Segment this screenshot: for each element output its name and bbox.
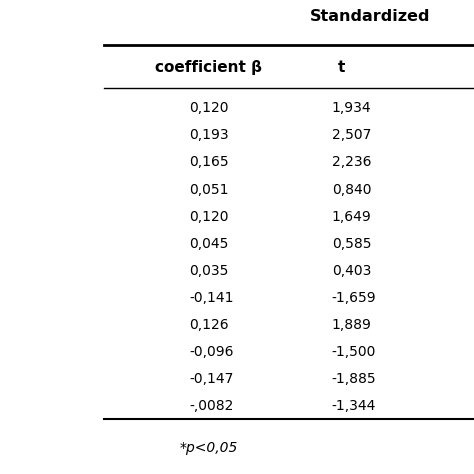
Text: coefficient β: coefficient β (155, 60, 262, 75)
Text: 2,507: 2,507 (332, 128, 371, 142)
Text: -1,500: -1,500 (332, 345, 376, 359)
Text: 0,165: 0,165 (190, 155, 229, 169)
Text: 1,934: 1,934 (332, 101, 372, 115)
Text: 0,193: 0,193 (190, 128, 229, 142)
Text: 0,403: 0,403 (332, 264, 371, 278)
Text: 0,035: 0,035 (190, 264, 229, 278)
Text: 0,120: 0,120 (190, 101, 229, 115)
Text: t: t (337, 60, 345, 75)
Text: -1,344: -1,344 (332, 399, 376, 413)
Text: -0,096: -0,096 (190, 345, 234, 359)
Text: 0,585: 0,585 (332, 237, 371, 251)
Text: 2,236: 2,236 (332, 155, 371, 169)
Text: -0,147: -0,147 (190, 372, 234, 386)
Text: 1,649: 1,649 (332, 210, 372, 224)
Text: 1,889: 1,889 (332, 318, 372, 332)
Text: 0,126: 0,126 (190, 318, 229, 332)
Text: -,0082: -,0082 (190, 399, 234, 413)
Text: -1,885: -1,885 (332, 372, 376, 386)
Text: -0,141: -0,141 (190, 291, 234, 305)
Text: 0,051: 0,051 (190, 182, 229, 197)
Text: 0,045: 0,045 (190, 237, 229, 251)
Text: *p<0,05: *p<0,05 (179, 441, 238, 455)
Text: 0,840: 0,840 (332, 182, 371, 197)
Text: Standardized: Standardized (310, 9, 430, 24)
Text: -1,659: -1,659 (332, 291, 376, 305)
Text: 0,120: 0,120 (190, 210, 229, 224)
